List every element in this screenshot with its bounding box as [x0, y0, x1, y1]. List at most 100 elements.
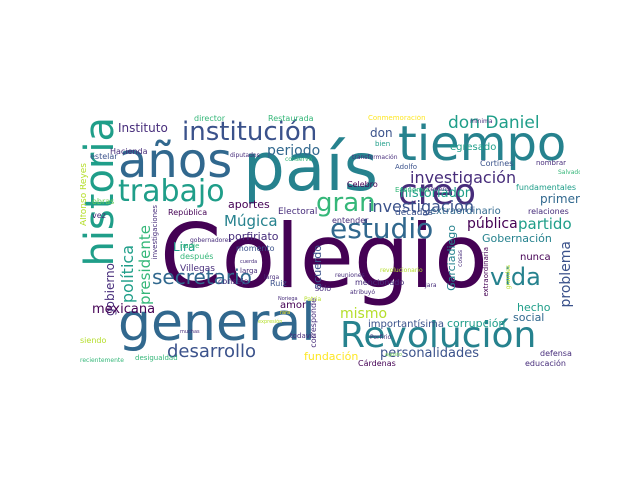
- word-agosto: agosto: [385, 352, 402, 358]
- word-economia: Economía: [395, 186, 430, 194]
- word-nadie: nadie: [180, 242, 200, 250]
- word-egresado: egresado: [450, 142, 497, 153]
- word-investigacion-top: investigación: [410, 168, 517, 187]
- word-politica: política: [118, 245, 137, 304]
- word-tiempo: tiempo: [398, 116, 567, 172]
- word-grandes: grandes: [505, 265, 512, 290]
- word-instituto: Instituto: [118, 121, 168, 135]
- word-acuerdo: acuerdo: [311, 245, 324, 290]
- word-creo: creo: [398, 172, 476, 213]
- word-relaciones: relaciones: [528, 207, 569, 216]
- word-cuerda: cuerda: [240, 259, 258, 265]
- word-noriega: Noriega: [278, 296, 298, 302]
- word-decadas: décadas: [395, 208, 433, 218]
- word-periodo: periodo: [267, 143, 321, 159]
- word-mujica: Múgica: [224, 212, 278, 230]
- word-extraordinaria: extraordinaria: [482, 247, 490, 297]
- word-reuniones: reuniones: [335, 272, 365, 279]
- word-estelar: estelar: [90, 152, 118, 161]
- word-corrupcion: corrupción: [447, 317, 506, 330]
- word-electoral: Electoral: [278, 207, 318, 217]
- word-jara: Jara: [425, 282, 437, 289]
- word-todavia: todavía: [290, 332, 317, 340]
- word-cardenas: Cárdenas: [358, 359, 396, 368]
- word-porfirio: Porfirio: [370, 334, 392, 341]
- word-secretario: secretario: [152, 265, 252, 289]
- word-nombrar: nombrar: [536, 159, 567, 167]
- word-revolucion: Revolución: [340, 315, 537, 356]
- word-cortines: Cortines: [480, 159, 514, 168]
- word-gran: gran: [316, 188, 376, 218]
- word-garciadiego: Garciadiego: [445, 225, 458, 291]
- word-director: director: [194, 115, 226, 123]
- word-gobernacion: Gobernación: [482, 232, 552, 245]
- word-desarrollo: desarrollo: [167, 341, 257, 362]
- word-personalidades: personalidades: [380, 346, 479, 361]
- word-porfiriato: porfiriato: [228, 230, 279, 243]
- word-cloud: Colegio país general años tiempo Revoluc…: [80, 115, 580, 370]
- word-consejo: consejo: [218, 277, 249, 286]
- word-investigaciones: investigaciones: [151, 205, 159, 260]
- word-hacienda: Hacienda: [110, 147, 148, 156]
- word-fundamentales: fundamentales: [516, 183, 577, 192]
- word-republica: República: [168, 208, 208, 217]
- word-institucion: institución: [182, 117, 318, 147]
- word-corresponde: corresponde: [309, 298, 318, 348]
- word-terreno: terreno: [428, 186, 450, 193]
- word-adolfo: Adolfo: [395, 163, 418, 171]
- word-extraordinario: extraordinario: [430, 206, 501, 217]
- word-educacion: educación: [525, 359, 566, 368]
- word-hecho: hecho: [517, 301, 551, 314]
- word-transformacion: transformación: [352, 154, 398, 161]
- word-estudio: estudio: [330, 212, 434, 245]
- word-revolucionario: revolucionario: [380, 267, 423, 274]
- word-ruiz: Ruiz: [270, 279, 287, 288]
- word-colegio: Colegio: [160, 205, 489, 308]
- word-conservo: conservó: [285, 156, 313, 163]
- word-nunca: nunca: [520, 252, 551, 263]
- word-diputados: diputados: [230, 152, 260, 159]
- word-aportes: aportes: [228, 198, 270, 211]
- word-don: don: [370, 126, 393, 140]
- word-villegas: Villegas: [180, 264, 215, 274]
- word-momento: momento: [236, 244, 275, 253]
- word-atribuyo: atribuyó: [350, 289, 375, 296]
- word-expresion: expresión: [258, 319, 283, 325]
- word-restaurada: Restaurada: [268, 115, 314, 123]
- word-despues: después: [180, 252, 214, 261]
- word-celebro: Celebro: [347, 180, 378, 189]
- word-historiador: historiador: [400, 186, 471, 201]
- word-salvador: Salvador: [558, 169, 580, 176]
- word-larga: larga: [240, 267, 258, 275]
- word-trabajo: trabajo: [118, 174, 225, 209]
- word-mismo: mismo: [340, 306, 388, 322]
- word-publica: pública: [467, 216, 518, 232]
- word-recientemente: recientemente: [80, 357, 124, 364]
- word-problema: problema: [558, 241, 574, 308]
- word-entender: entender: [332, 216, 369, 225]
- word-rara: rara: [280, 310, 291, 316]
- word-importantisima: importantísima: [368, 319, 445, 330]
- word-muchas: muchas: [180, 329, 200, 335]
- word-partido: partido: [518, 215, 572, 233]
- word-general: general: [118, 293, 316, 353]
- word-vez: vez: [92, 211, 106, 220]
- word-solo: sólo: [315, 284, 332, 293]
- word-anos: años: [118, 133, 233, 189]
- word-social: social: [513, 311, 545, 324]
- word-investigacion-mid: investigación: [368, 197, 475, 216]
- word-bien: bien: [375, 140, 391, 148]
- word-don-daniel: don Daniel: [448, 115, 540, 133]
- word-mencionado: mencionado: [355, 278, 405, 287]
- word-alfonso-reyes: Alfonso Reyes: [80, 163, 89, 227]
- word-lira: Lira: [173, 240, 196, 254]
- word-defensa: defensa: [540, 349, 572, 358]
- word-cosas: cosas: [457, 250, 464, 267]
- word-larga-2: larga: [264, 274, 280, 281]
- word-amor: amor: [280, 300, 307, 311]
- word-primer: primer: [540, 192, 580, 206]
- word-siendo: siendo: [80, 336, 107, 345]
- word-conmemoracion: Conmemoración: [368, 115, 426, 122]
- word-pais: país: [243, 129, 379, 206]
- word-patria: Patria: [304, 296, 322, 303]
